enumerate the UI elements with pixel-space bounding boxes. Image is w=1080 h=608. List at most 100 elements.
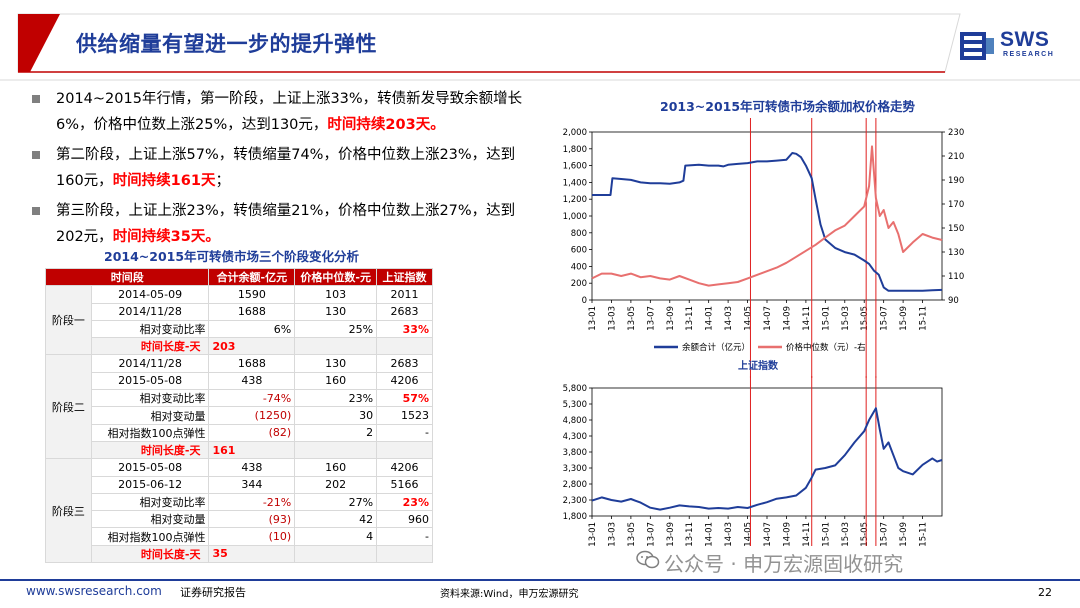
- x-tick-label: 15-11: [919, 522, 929, 546]
- y2-tick-label: 210: [948, 152, 964, 162]
- table-body: 时间段 合计余额-亿元 价格中位数-元 上证指数 阶段一 2014-05-09 15…: [44, 267, 433, 564]
- y2-tick-label: 230: [948, 128, 964, 138]
- legend-label: 余额合计（亿元）: [682, 342, 750, 353]
- value-cell: 1590: [208, 285, 296, 304]
- row-label-cell: 相对变动比率: [90, 319, 210, 339]
- y2-tick-label: 190: [948, 176, 964, 186]
- value-cell: 25%: [294, 319, 378, 339]
- plot-frame: [591, 387, 943, 517]
- y2-tick-label: 150: [948, 224, 964, 234]
- row-label-cell: 相对变动量: [90, 406, 210, 425]
- x-tick-label: 14-01: [705, 522, 715, 546]
- value-cell: 4: [294, 527, 378, 546]
- empty-cell: [294, 544, 378, 564]
- stage-analysis-table: 时间段 合计余额-亿元 价格中位数-元 上证指数 阶段一 2014-05-09 15…: [44, 267, 433, 564]
- series-line: [591, 145, 943, 287]
- table-row: 相对变动量 (93) 42 960: [46, 510, 433, 529]
- value-cell: 1688: [208, 302, 296, 321]
- x-tick-label: 15-07: [880, 306, 890, 331]
- x-tick-label: 14-05: [744, 522, 754, 546]
- bullet-stage-two: 第二阶段，上证上涨57%，转债缩量74%，价格中位数上涨23%，达到160元，时…: [30, 142, 530, 194]
- duration-row: 时间长度-天 35: [46, 544, 433, 564]
- value-cell: -: [376, 527, 433, 546]
- balance-price-chart: 0 200 400 600 800 1,000 1,200 1,400 1,600 1,800 2,…: [563, 118, 964, 378]
- sse-index-chart: 1,800 2,300 2,800 3,300 3,800 4,300 4,800 5,300…: [563, 376, 943, 546]
- table-header-row: 时间段 合计余额-亿元 价格中位数-元 上证指数: [44, 267, 433, 287]
- y-tick-label: 2,000: [563, 128, 587, 138]
- value-cell: 438: [208, 371, 296, 391]
- chart-title: 2013~2015年可转债市场余额加权价格走势: [660, 99, 916, 114]
- value-cell: 2683: [376, 354, 433, 373]
- empty-cell: [376, 337, 433, 356]
- footer-source: 资料来源:Wind，申万宏源研究: [440, 589, 579, 600]
- x-tick-label: 15-11: [919, 306, 929, 331]
- x-tick-label: 13-09: [666, 306, 676, 331]
- footer-url-link[interactable]: www.swsresearch.com: [26, 584, 162, 598]
- value-cell: (10): [208, 527, 296, 546]
- value-cell: 130: [294, 302, 378, 321]
- plot-frame: [591, 131, 943, 301]
- value-cell: -74%: [208, 389, 296, 408]
- y2-tick-label: 130: [948, 248, 964, 258]
- y-tick-label: 600: [571, 246, 587, 256]
- logo-text: SWS: [1000, 28, 1050, 51]
- row-label-cell: 2015-05-08: [90, 371, 210, 391]
- value-cell: 57%: [376, 389, 433, 408]
- square-bullet-icon: [32, 207, 40, 215]
- x-tick-label: 15-05: [860, 522, 870, 546]
- x-tick-label: 13-03: [607, 306, 617, 331]
- empty-cell: [294, 337, 378, 356]
- row-label-cell: 2014/11/28: [90, 354, 210, 373]
- row-label-cell: 相对变动量: [90, 510, 210, 529]
- bullet-list: 2014~2015年行情，第一阶段，上证上涨33%，转债新发导致余额增长6%，价…: [30, 86, 530, 254]
- title-banner: [0, 13, 1080, 81]
- bullet-highlight: 时间持续35天。: [112, 229, 220, 245]
- duration-row: 时间长度-天 161: [46, 440, 433, 460]
- y-tick-label: 5,800: [563, 384, 587, 394]
- duration-value: 161: [208, 440, 296, 460]
- stage-name-cell: 阶段一: [45, 285, 92, 356]
- table-row: 相对变动比率 6% 25% 33%: [46, 319, 433, 339]
- y-tick-label: 1,800: [563, 512, 587, 522]
- bullet-highlight: 时间持续203天。: [327, 117, 445, 133]
- value-cell: -21%: [208, 492, 296, 512]
- x-tick-label: 15-03: [841, 306, 851, 331]
- empty-cell: [294, 440, 378, 460]
- row-label-cell: 相对变动比率: [90, 492, 210, 512]
- sws-logo-icon: [960, 32, 994, 60]
- value-cell: 1688: [208, 354, 296, 373]
- chart2-title: 上证指数: [738, 359, 779, 372]
- x-tick-label: 13-09: [666, 522, 676, 546]
- x-tick-label: 13-11: [685, 306, 695, 331]
- y-tick-label: 800: [571, 229, 587, 239]
- x-tick-label: 15-05: [860, 306, 870, 331]
- x-tick-label: 13-01: [588, 522, 598, 546]
- table-row: 阶段二 2014/11/28 1688 130 2683: [45, 354, 433, 460]
- x-tick-label: 13-01: [588, 306, 598, 331]
- x-tick-label: 14-11: [802, 522, 812, 546]
- x-tick-label: 14-07: [763, 306, 773, 331]
- value-cell: 2683: [376, 302, 433, 321]
- value-cell: 344: [208, 475, 296, 494]
- table-row: 相对变动量 (1250) 30 1523: [46, 406, 433, 425]
- value-cell: 4206: [376, 458, 433, 477]
- x-tick-label: 13-05: [627, 522, 637, 546]
- x-tick-label: 13-07: [646, 522, 656, 546]
- duration-row: 时间长度-天 203: [46, 337, 433, 356]
- table-header-cell: 上证指数: [376, 267, 433, 287]
- x-tick-label: 15-07: [880, 522, 890, 546]
- x-tick-label: 15-01: [821, 306, 831, 331]
- bullet-highlight: 时间持续161天: [112, 173, 216, 189]
- x-tick-label: 14-03: [724, 522, 734, 546]
- square-bullet-icon: [32, 151, 40, 159]
- value-cell: (82): [208, 423, 296, 442]
- y-tick-label: 200: [571, 279, 587, 289]
- y-tick-label: 0: [582, 296, 587, 306]
- empty-cell: [376, 544, 433, 564]
- y-tick-label: 4,300: [563, 432, 587, 442]
- logo-subtext: RESEARCH: [1003, 51, 1055, 58]
- y2-tick-label: 90: [948, 296, 959, 306]
- value-cell: 30: [294, 406, 378, 425]
- y-tick-label: 1,600: [563, 162, 587, 172]
- stage-name-cell: 阶段三: [45, 458, 92, 564]
